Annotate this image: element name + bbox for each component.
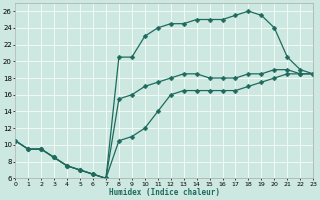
X-axis label: Humidex (Indice chaleur): Humidex (Indice chaleur): [109, 188, 220, 197]
